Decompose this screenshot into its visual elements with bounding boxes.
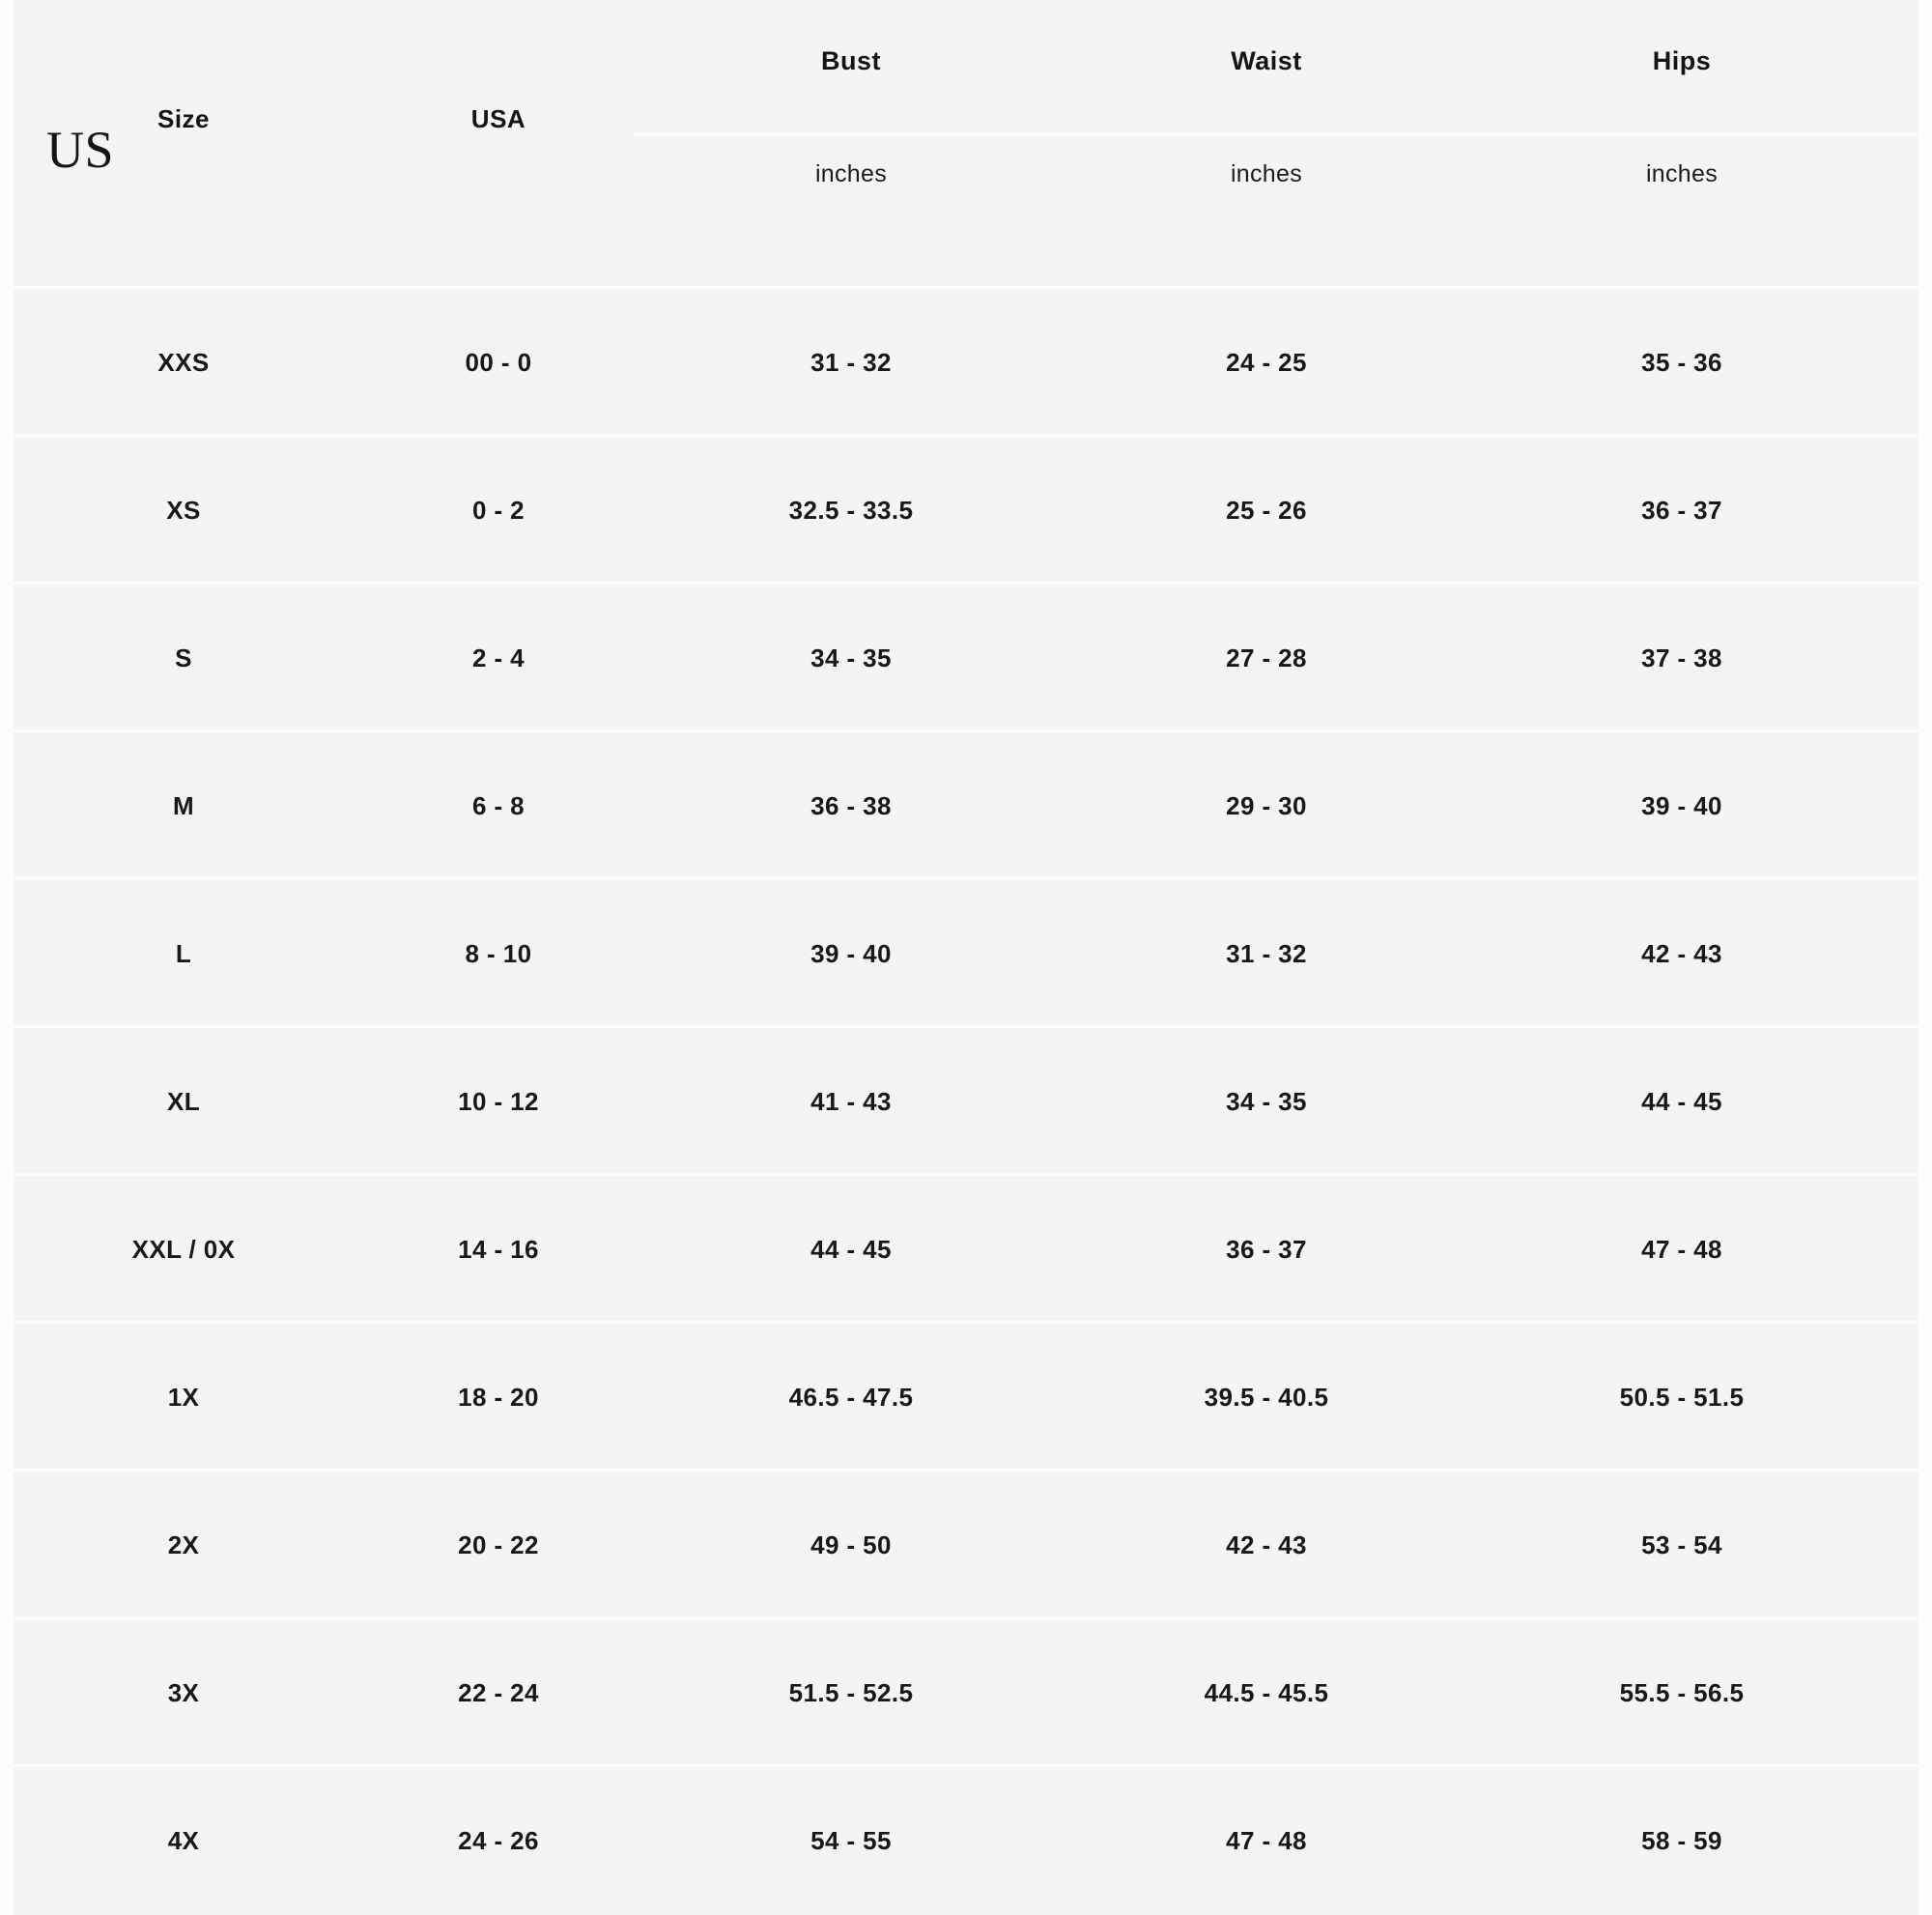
cell-bust: 46.5 - 47.5: [788, 1383, 914, 1412]
cell-bust: 39 - 40: [810, 939, 892, 968]
plate-edge-right: [1918, 0, 1932, 1915]
column-header-row: Size USA: [14, 104, 1918, 134]
cell-waist: 36 - 37: [1226, 1235, 1307, 1264]
unit-header-row: inches inches inches: [14, 160, 1918, 188]
cell-waist: 29 - 30: [1226, 791, 1307, 820]
cell-usa: 2 - 4: [471, 643, 526, 672]
table-header: Bust Waist Hips Size USA inches inches i: [14, 0, 1918, 289]
cell-hips: 58 - 59: [1641, 1826, 1722, 1855]
table-row: 4X 24 - 26 54 - 55 47 - 48 58 - 59: [14, 1767, 1918, 1915]
cell-hips: 55.5 - 56.5: [1619, 1678, 1745, 1707]
cell-hips: 47 - 48: [1641, 1235, 1722, 1264]
cell-usa: 20 - 22: [458, 1530, 539, 1559]
cell-waist: 34 - 35: [1226, 1087, 1307, 1116]
table-row: XS 0 - 2 32.5 - 33.5 25 - 26 36 - 37: [14, 437, 1918, 585]
cell-bust: 41 - 43: [810, 1087, 892, 1116]
table-row: 2X 20 - 22 49 - 50 42 - 43 53 - 54: [14, 1472, 1918, 1619]
cell-waist: 31 - 32: [1226, 939, 1307, 968]
unit-header-spacer-usa: [354, 160, 643, 188]
group-header-divider: [634, 132, 1918, 134]
column-header-bust-empty: [643, 104, 1059, 134]
cell-size: 2X: [167, 1530, 200, 1559]
cell-hips: 42 - 43: [1641, 939, 1722, 968]
cell-size: XXS: [157, 348, 210, 377]
group-header-bust: Bust: [821, 46, 881, 75]
group-header-hips: Hips: [1652, 46, 1712, 75]
table-row: 3X 22 - 24 51.5 - 52.5 44.5 - 45.5 55.5 …: [14, 1619, 1918, 1767]
cell-size: M: [172, 791, 195, 820]
cell-size: XL: [166, 1087, 201, 1116]
table-row: M 6 - 8 36 - 38 29 - 30 39 - 40: [14, 732, 1918, 880]
group-header-spacer-usa: [354, 46, 643, 76]
cell-waist: 27 - 28: [1226, 643, 1307, 672]
cell-size: XXL / 0X: [131, 1235, 236, 1264]
cell-hips: 44 - 45: [1641, 1087, 1722, 1116]
cell-usa: 14 - 16: [458, 1235, 539, 1264]
cell-bust: 49 - 50: [810, 1530, 892, 1559]
table-row: XL 10 - 12 41 - 43 34 - 35 44 - 45: [14, 1028, 1918, 1176]
cell-bust: 51.5 - 52.5: [788, 1678, 914, 1707]
cell-bust: 32.5 - 33.5: [788, 496, 914, 525]
table-body: XXS 00 - 0 31 - 32 24 - 25 35 - 36 XS 0 …: [14, 289, 1918, 1915]
region-label-us: US: [46, 121, 115, 179]
header-body-divider: [14, 286, 1918, 289]
cell-usa: 6 - 8: [471, 791, 526, 820]
cell-usa: 24 - 26: [458, 1826, 539, 1855]
cell-bust: 54 - 55: [810, 1826, 892, 1855]
cell-hips: 35 - 36: [1641, 348, 1722, 377]
cell-waist: 24 - 25: [1226, 348, 1307, 377]
unit-header-bust: inches: [814, 160, 888, 187]
cell-usa: 18 - 20: [458, 1383, 539, 1412]
plate-edge-left: [0, 0, 14, 1915]
cell-bust: 34 - 35: [810, 643, 892, 672]
cell-waist: 47 - 48: [1226, 1826, 1307, 1855]
cell-bust: 36 - 38: [810, 791, 892, 820]
table-row: S 2 - 4 34 - 35 27 - 28 37 - 38: [14, 585, 1918, 732]
column-header-waist-empty: [1059, 104, 1474, 134]
group-header-waist: Waist: [1231, 46, 1302, 75]
cell-usa: 22 - 24: [458, 1678, 539, 1707]
cell-waist: 25 - 26: [1226, 496, 1307, 525]
cell-size: XS: [166, 496, 201, 525]
column-header-usa: USA: [470, 104, 526, 133]
cell-size: L: [175, 939, 192, 968]
cell-size: 4X: [167, 1826, 200, 1855]
cell-size: S: [175, 643, 192, 672]
table-row: 1X 18 - 20 46.5 - 47.5 39.5 - 40.5 50.5 …: [14, 1324, 1918, 1472]
cell-hips: 36 - 37: [1641, 496, 1722, 525]
cell-usa: 10 - 12: [458, 1087, 539, 1116]
size-chart-plate: [14, 0, 1918, 1915]
cell-size: 1X: [167, 1383, 200, 1412]
cell-hips: 37 - 38: [1641, 643, 1722, 672]
column-header-size: Size: [156, 104, 211, 133]
cell-usa: 0 - 2: [471, 496, 526, 525]
table-row: L 8 - 10 39 - 40 31 - 32 42 - 43: [14, 880, 1918, 1028]
cell-waist: 44.5 - 45.5: [1204, 1678, 1329, 1707]
column-header-hips-empty: [1474, 104, 1889, 134]
group-header-row: Bust Waist Hips: [14, 46, 1918, 76]
cell-waist: 42 - 43: [1226, 1530, 1307, 1559]
table-row: XXL / 0X 14 - 16 44 - 45 36 - 37 47 - 48: [14, 1176, 1918, 1324]
cell-hips: 50.5 - 51.5: [1619, 1383, 1745, 1412]
table-row: XXS 00 - 0 31 - 32 24 - 25 35 - 36: [14, 289, 1918, 437]
cell-waist: 39.5 - 40.5: [1204, 1383, 1329, 1412]
cell-hips: 39 - 40: [1641, 791, 1722, 820]
cell-hips: 53 - 54: [1641, 1530, 1722, 1559]
size-chart-table: Bust Waist Hips Size USA inches inches i: [14, 0, 1918, 1915]
group-header-spacer-size: [14, 46, 354, 76]
cell-bust: 44 - 45: [810, 1235, 892, 1264]
cell-bust: 31 - 32: [810, 348, 892, 377]
unit-header-waist: inches: [1230, 160, 1303, 187]
cell-size: 3X: [167, 1678, 200, 1707]
cell-usa: 00 - 0: [465, 348, 532, 377]
cell-usa: 8 - 10: [465, 939, 532, 968]
unit-header-hips: inches: [1645, 160, 1719, 187]
